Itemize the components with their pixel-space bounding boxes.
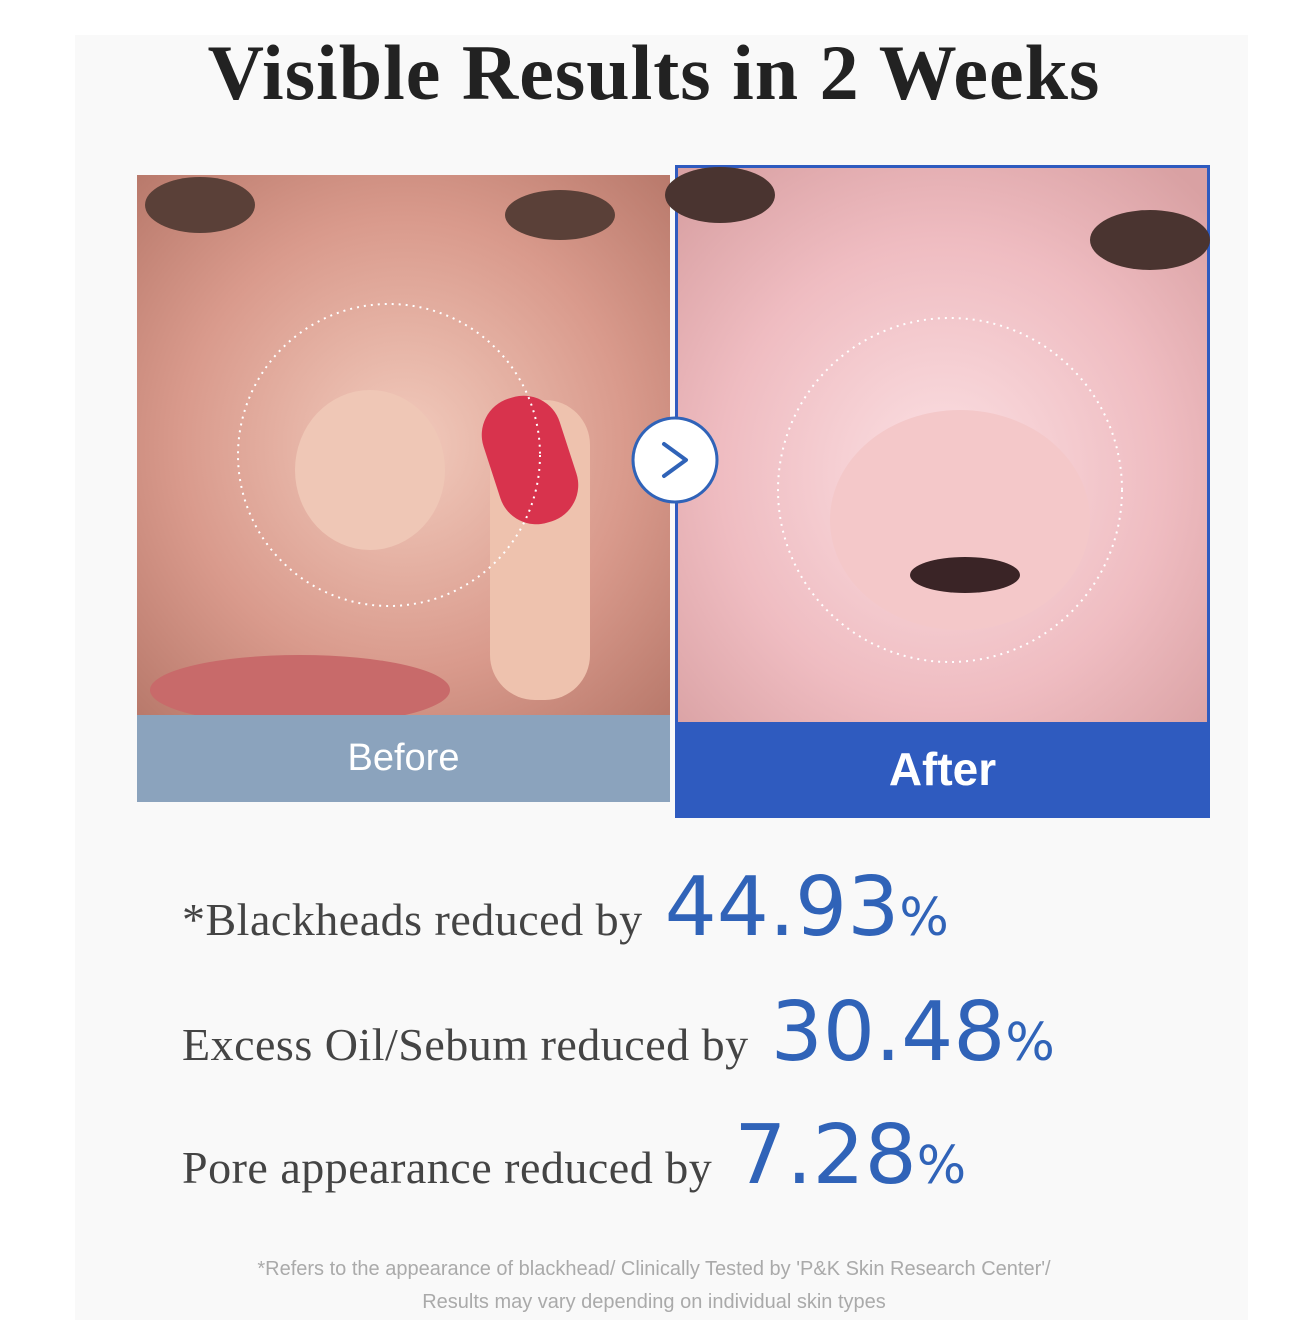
title: Visible Results in 2 Weeks <box>207 29 1101 116</box>
result-row: *Blackheads reduced by 44.93% <box>182 860 949 955</box>
result-row: Pore appearance reduced by 7.28% <box>182 1108 966 1203</box>
after-photo <box>665 165 1210 818</box>
before-label: Before <box>137 715 670 802</box>
result-value: 44.93 <box>664 860 900 955</box>
result-value: 7.28 <box>734 1108 917 1203</box>
result-unit: % <box>1005 1013 1055 1073</box>
result-unit: % <box>916 1136 967 1196</box>
before-photo <box>137 175 670 725</box>
result-label: Excess Oil/Sebum reduced by <box>182 1019 749 1070</box>
photos <box>137 165 1210 818</box>
footnote-line: *Refers to the appearance of blackhead/ … <box>257 1258 1051 1280</box>
result-value: 30.48 <box>770 985 1006 1080</box>
result-unit: % <box>899 888 949 948</box>
result-label: *Blackheads reduced by <box>182 894 643 945</box>
after-label: After <box>678 722 1207 815</box>
result-row: Excess Oil/Sebum reduced by 30.48% <box>182 985 1055 1080</box>
result-label: Pore appearance reduced by <box>182 1142 713 1193</box>
arrow-button <box>631 416 719 504</box>
footnote-line: Results may vary depending on individual… <box>422 1291 886 1313</box>
